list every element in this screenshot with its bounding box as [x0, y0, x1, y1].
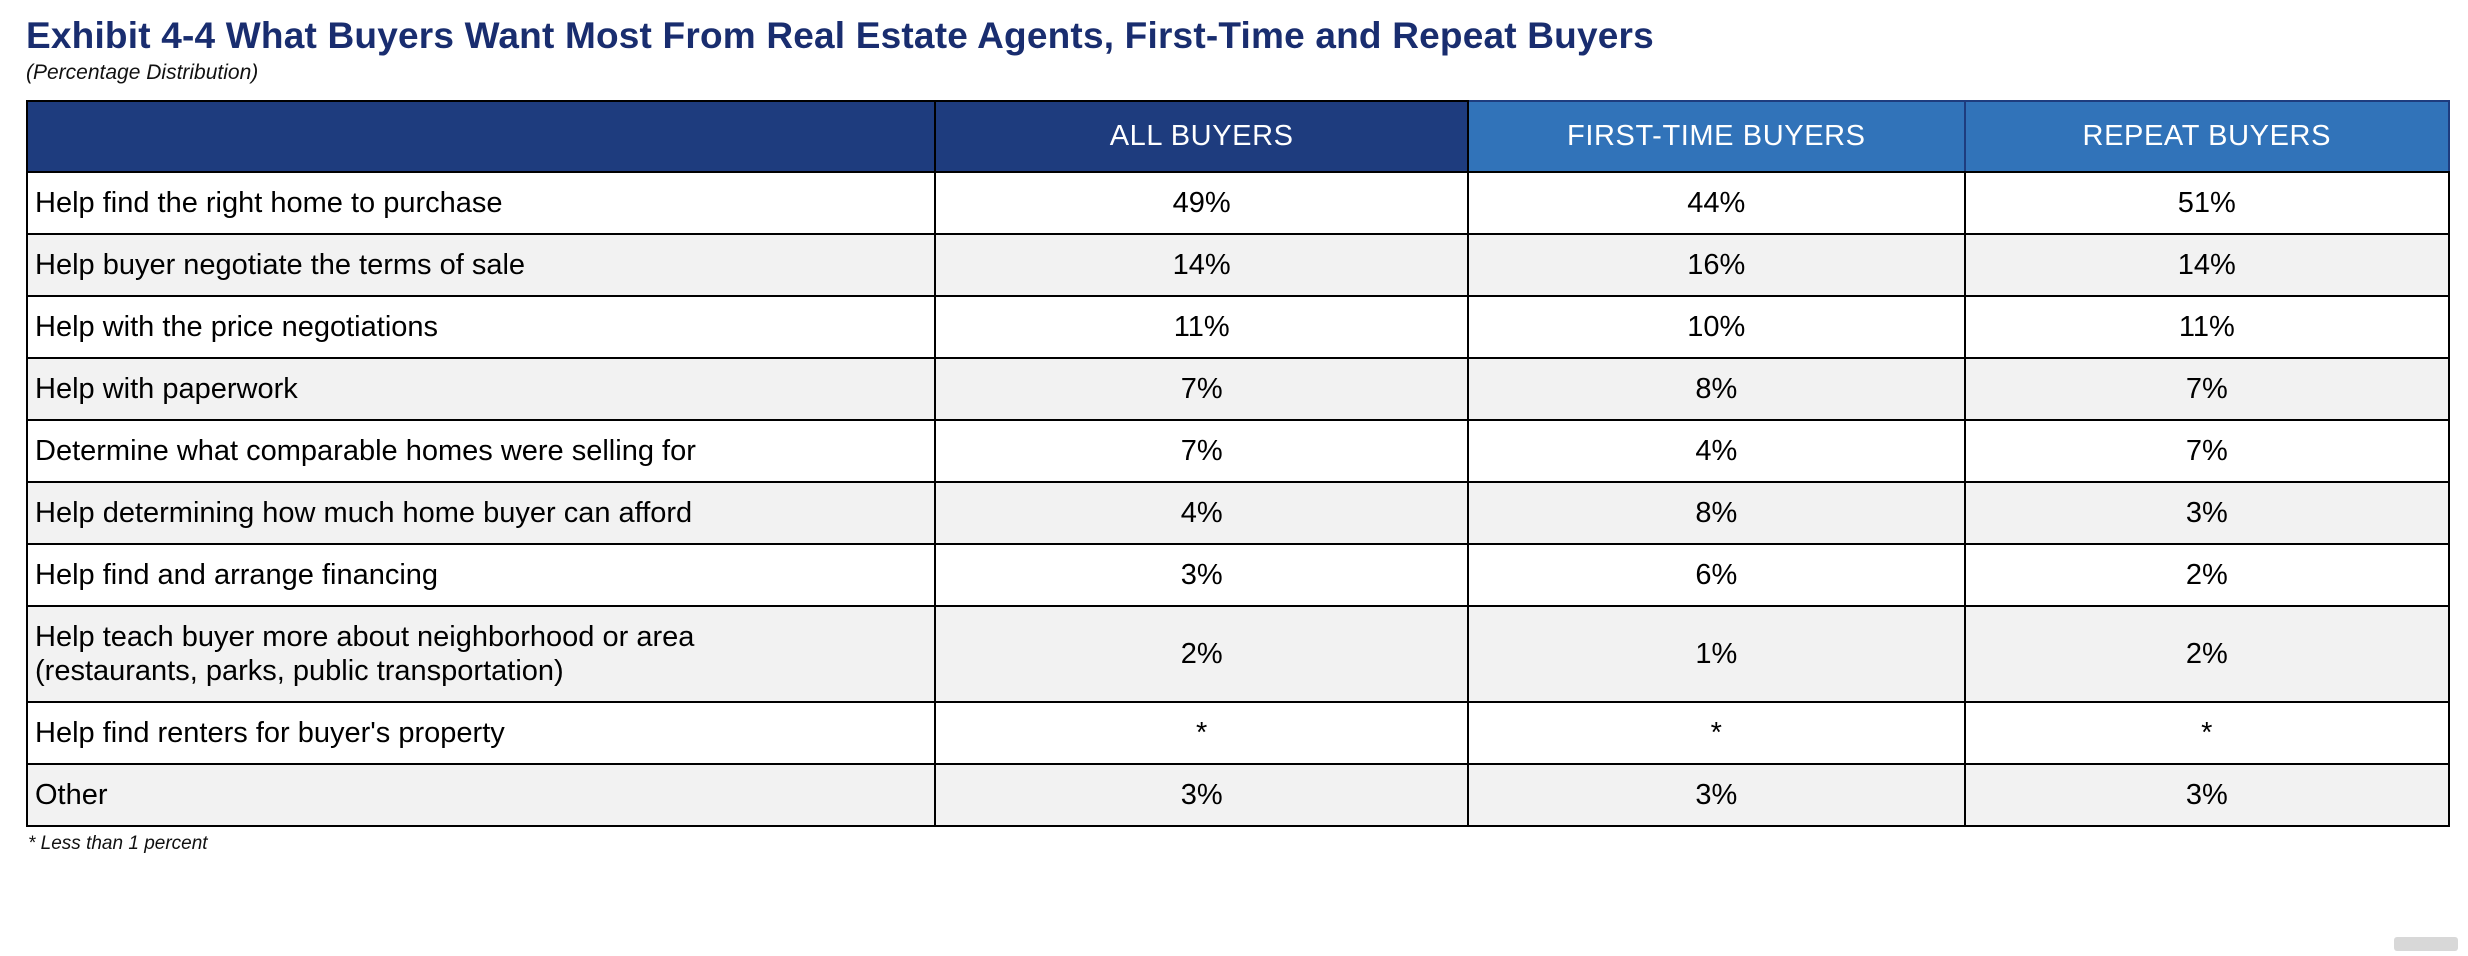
table-row: Help with the price negotiations 11% 10%…: [25, 295, 2451, 359]
cell-value: 8%: [1467, 481, 1966, 545]
cell-value: 7%: [1963, 419, 2451, 483]
table-row: Help find renters for buyer's property *…: [25, 701, 2451, 765]
cell-value: 7%: [1963, 357, 2451, 421]
buyers-table: ALL BUYERS FIRST-TIME BUYERS REPEAT BUYE…: [25, 100, 2451, 827]
row-label-text: Help with the price negotiations: [35, 311, 439, 343]
row-label: Help find and arrange financing: [25, 543, 937, 607]
row-label: Help determining how much home buyer can…: [25, 481, 937, 545]
col-header-blank: [25, 100, 937, 173]
col-header-repeat-buyers: REPEAT BUYERS: [1963, 100, 2451, 173]
cell-value: 3%: [1963, 763, 2451, 827]
cell-value: *: [1963, 701, 2451, 765]
cell-value: 14%: [1963, 233, 2451, 297]
table-row: Help determining how much home buyer can…: [25, 481, 2451, 545]
row-label: Help find renters for buyer's property: [25, 701, 937, 765]
page-subtitle: (Percentage Distribution): [26, 61, 259, 84]
cell-value: 3%: [934, 543, 1470, 607]
cell-value: 4%: [1467, 419, 1966, 483]
row-label: Help buyer negotiate the terms of sale: [25, 233, 937, 297]
col-header-first-time-buyers: FIRST-TIME BUYERS: [1467, 100, 1966, 173]
cell-value: *: [934, 701, 1470, 765]
cell-value: 2%: [1963, 543, 2451, 607]
row-label-text: Help with paperwork: [35, 373, 298, 405]
table-row: Help buyer negotiate the terms of sale 1…: [25, 233, 2451, 297]
cell-value: 11%: [934, 295, 1470, 359]
cell-value: 49%: [934, 171, 1470, 235]
row-label-text: Help find and arrange financing: [35, 559, 439, 591]
footnote: * Less than 1 percent: [28, 833, 208, 854]
cell-value: *: [1467, 701, 1966, 765]
cell-value: 3%: [1467, 763, 1966, 827]
row-label: Help with the price negotiations: [25, 295, 937, 359]
cell-value: 2%: [934, 605, 1470, 703]
cell-value: 16%: [1467, 233, 1966, 297]
cell-value: 6%: [1467, 543, 1966, 607]
header-row: ALL BUYERS FIRST-TIME BUYERS REPEAT BUYE…: [25, 100, 2451, 173]
row-label: Determine what comparable homes were sel…: [25, 419, 937, 483]
row-label-text: Help buyer negotiate the terms of sale: [35, 249, 526, 281]
table-row: Help find and arrange financing 3% 6% 2%: [25, 543, 2451, 607]
cell-value: 3%: [934, 763, 1470, 827]
row-label-text: Help find renters for buyer's property: [35, 717, 505, 749]
row-label: Other: [25, 763, 937, 827]
table-row: Help teach buyer more about neighborhood…: [25, 605, 2451, 703]
row-label-text: Help teach buyer more about neighborhood…: [35, 621, 695, 687]
cell-value: 4%: [934, 481, 1470, 545]
cell-value: 2%: [1963, 605, 2451, 703]
table-row: Determine what comparable homes were sel…: [25, 419, 2451, 483]
row-label: Help with paperwork: [25, 357, 937, 421]
corner-artifact: [2394, 937, 2458, 951]
cell-value: 1%: [1467, 605, 1966, 703]
row-label-text: Help determining how much home buyer can…: [35, 497, 693, 529]
table-row: Other 3% 3% 3%: [25, 763, 2451, 827]
table-row: Help find the right home to purchase 49%…: [25, 171, 2451, 235]
cell-value: 44%: [1467, 171, 1966, 235]
cell-value: 51%: [1963, 171, 2451, 235]
page-title: Exhibit 4-4 What Buyers Want Most From R…: [26, 15, 1654, 56]
cell-value: 7%: [934, 419, 1470, 483]
row-label: Help find the right home to purchase: [25, 171, 937, 235]
cell-value: 11%: [1963, 295, 2451, 359]
row-label-text: Determine what comparable homes were sel…: [35, 435, 696, 467]
cell-value: 8%: [1467, 357, 1966, 421]
cell-value: 14%: [934, 233, 1470, 297]
row-label-text: Other: [35, 779, 108, 811]
row-label: Help teach buyer more about neighborhood…: [25, 605, 937, 703]
row-label-text: Help find the right home to purchase: [35, 187, 503, 219]
cell-value: 7%: [934, 357, 1470, 421]
col-header-all-buyers: ALL BUYERS: [934, 100, 1470, 173]
cell-value: 3%: [1963, 481, 2451, 545]
page: Exhibit 4-4 What Buyers Want Most From R…: [25, 15, 2451, 854]
table-row: Help with paperwork 7% 8% 7%: [25, 357, 2451, 421]
cell-value: 10%: [1467, 295, 1966, 359]
